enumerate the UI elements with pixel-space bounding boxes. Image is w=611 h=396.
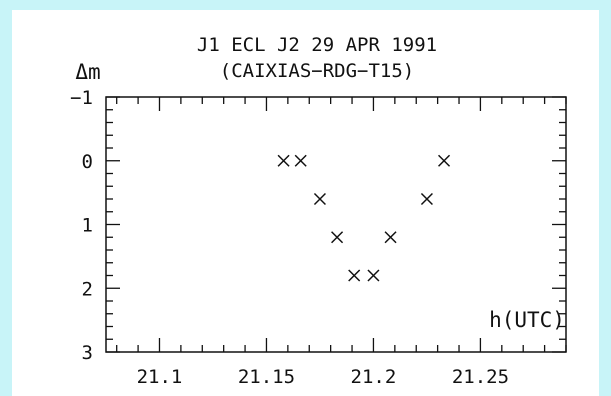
data-point-x-marker — [367, 269, 380, 282]
data-point-x-marker — [438, 154, 451, 167]
y-tick-label: 0 — [82, 151, 93, 173]
x-tick-label: 21.2 — [351, 366, 397, 388]
x-tick-label: 21.1 — [137, 366, 183, 388]
chart-frame: J1 ECL J2 29 APR 1991 (CAIXIAS−RDG−T15) … — [12, 10, 599, 396]
data-point-x-marker — [313, 192, 326, 206]
y-tick-label: 1 — [82, 215, 93, 237]
x-axis-label: h(UTC) — [489, 308, 565, 332]
data-point-x-marker — [420, 192, 433, 206]
data-point-x-marker — [348, 269, 361, 282]
data-points — [277, 154, 451, 282]
x-tick-label: 21.25 — [452, 366, 509, 388]
data-point-x-marker — [294, 154, 307, 167]
chart-subtitle: (CAIXIAS−RDG−T15) — [220, 60, 414, 82]
axis-ticks — [106, 96, 567, 353]
y-tick-label: 3 — [82, 342, 93, 364]
data-point-x-marker — [331, 231, 344, 244]
y-tick-label: 2 — [82, 278, 93, 300]
y-tick-label: −1 — [70, 87, 93, 109]
data-point-x-marker — [384, 231, 397, 244]
data-point-x-marker — [277, 154, 290, 167]
chart-title: J1 ECL J2 29 APR 1991 — [197, 34, 437, 56]
light-curve-chart: J1 ECL J2 29 APR 1991 (CAIXIAS−RDG−T15) … — [70, 34, 567, 388]
x-tick-label: 21.15 — [238, 366, 295, 388]
y-axis-label: Δm — [75, 60, 100, 84]
axis-tick-labels: 21.1 21.15 21.2 21.25 −1 0 1 2 3 — [70, 87, 509, 388]
